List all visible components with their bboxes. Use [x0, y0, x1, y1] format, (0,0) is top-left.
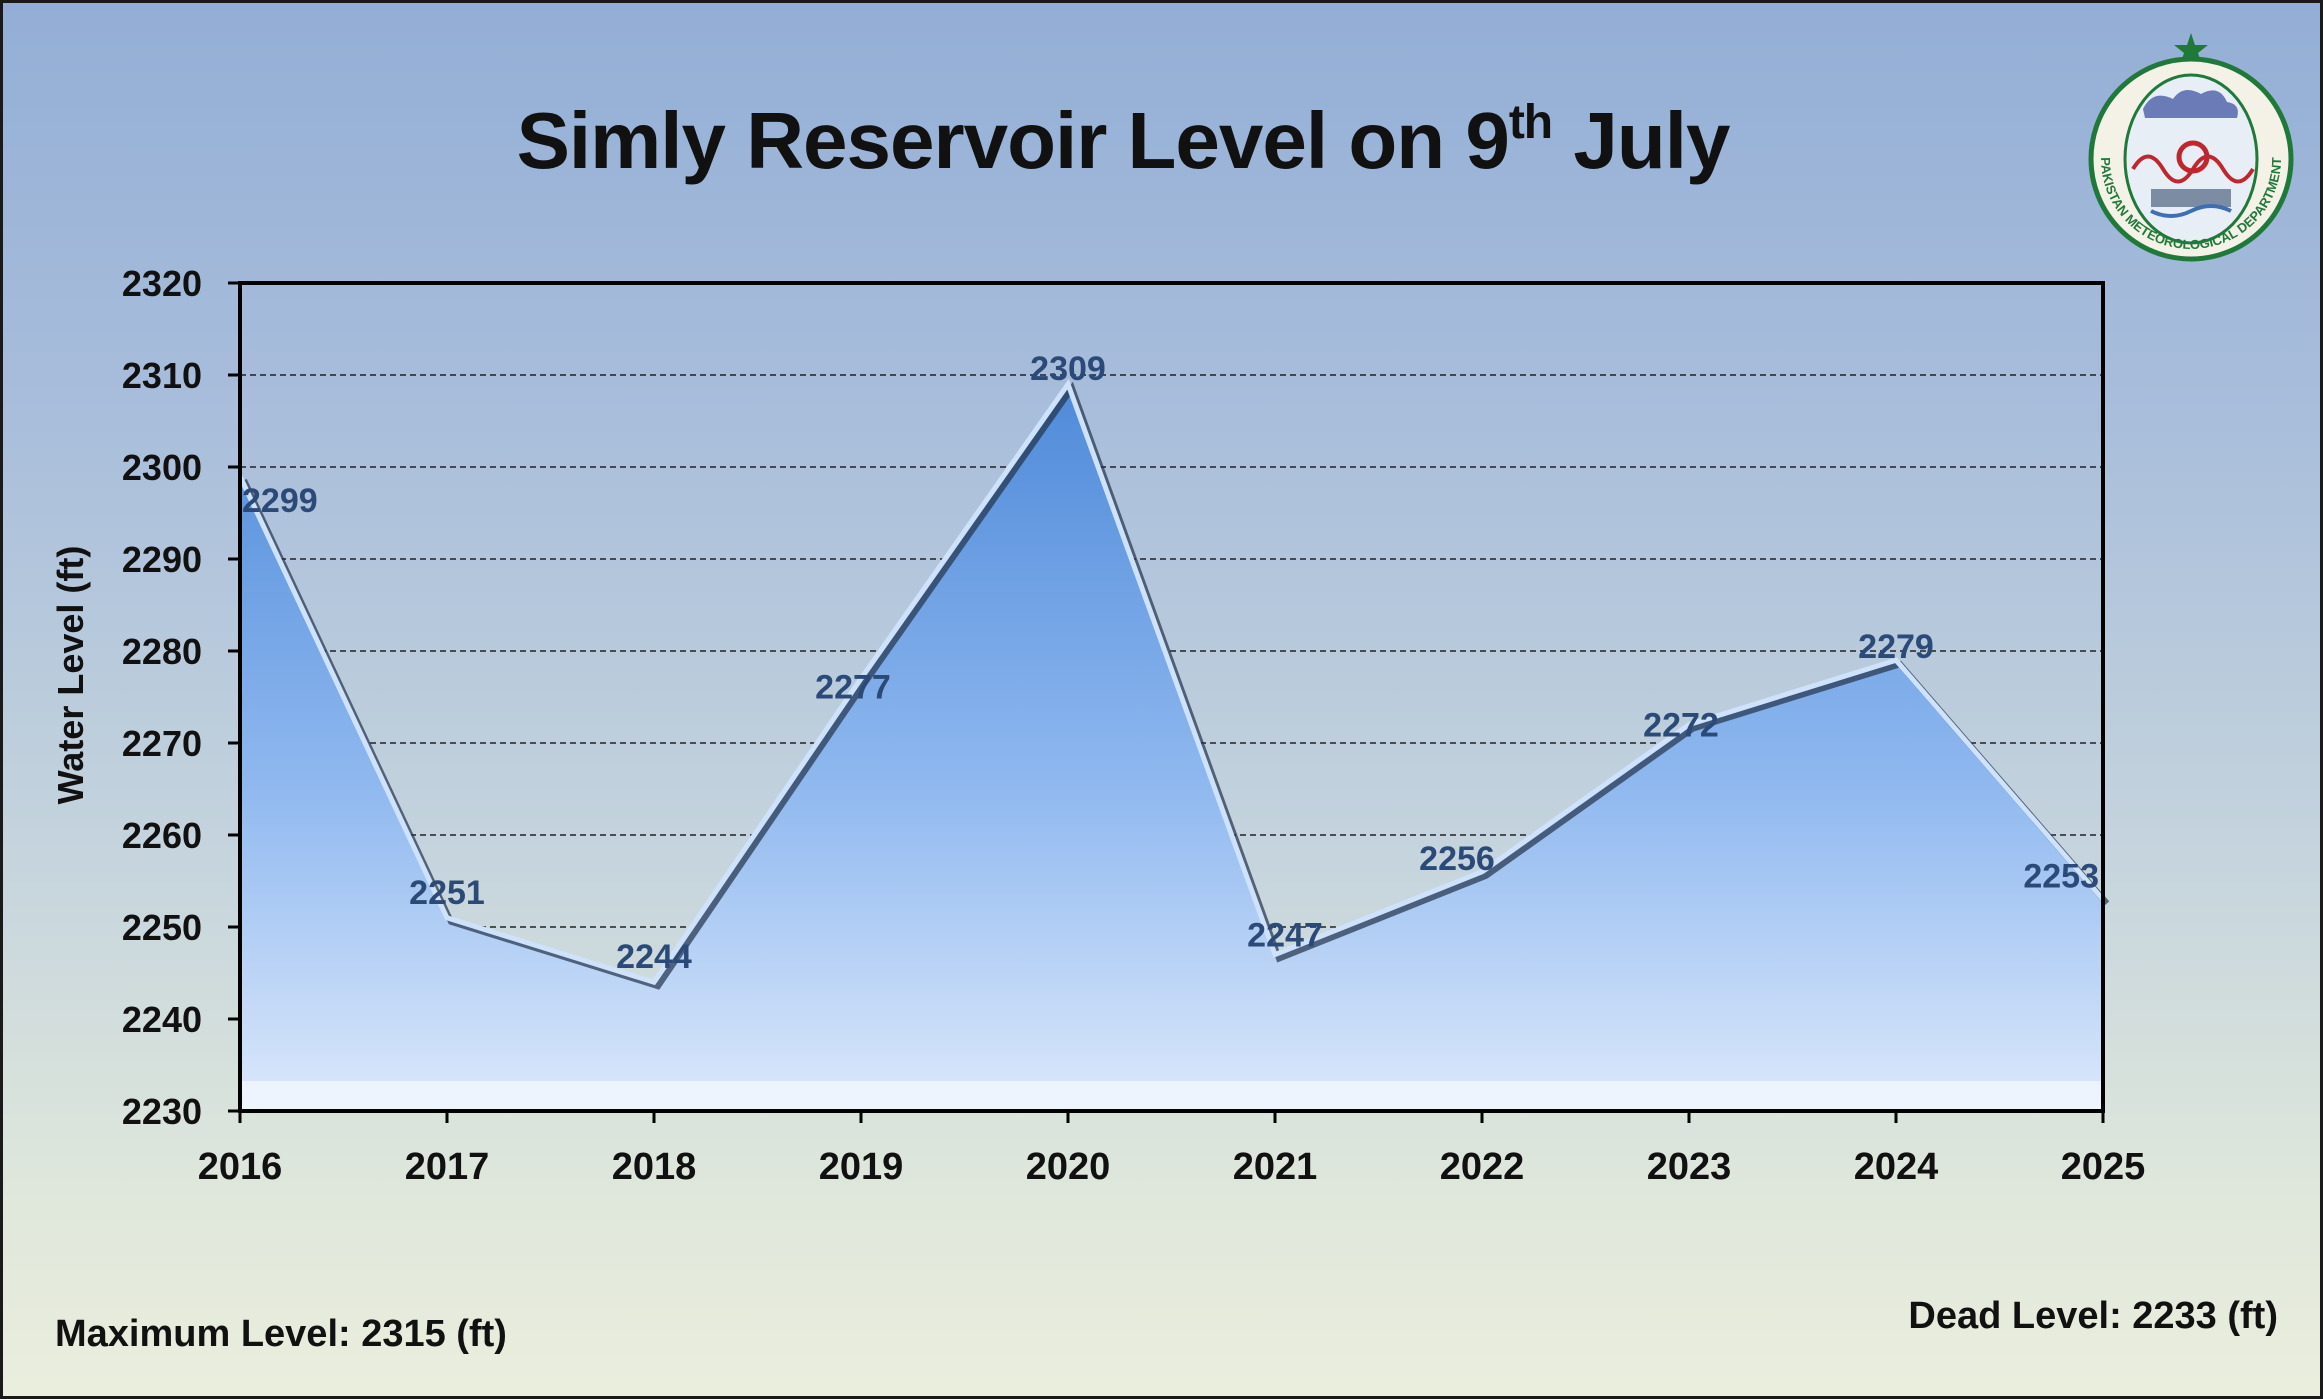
x-tick-label: 2025	[2061, 1146, 2146, 1188]
area-base-highlight	[240, 1081, 2103, 1111]
area-series	[237, 378, 2110, 1111]
area-fill	[240, 384, 2103, 1111]
data-label: 2251	[409, 874, 485, 912]
data-label: 2244	[616, 938, 692, 976]
plot-frame	[238, 281, 2105, 1113]
x-tick-label: 2017	[405, 1146, 490, 1188]
x-tick-label: 2019	[819, 1146, 904, 1188]
dead-level-note: Dead Level: 2233 (ft)	[1908, 1295, 2278, 1337]
data-label: 2247	[1247, 917, 1323, 955]
x-tick-label: 2018	[612, 1146, 697, 1188]
y-tick-label: 2230	[122, 1091, 202, 1132]
data-label: 2253	[2023, 857, 2099, 895]
series-line	[237, 378, 2105, 986]
data-label: 2272	[1643, 707, 1719, 745]
water-level-chart: 2230 2240 2250 2260 2270 2280 2290 2300 2310 2320…	[50, 263, 2145, 1188]
data-label: 2309	[1030, 350, 1106, 388]
data-label: 2299	[242, 482, 318, 520]
x-tick-label: 2024	[1854, 1146, 1939, 1188]
y-tick-label: 2320	[122, 263, 202, 304]
x-tick-label: 2016	[198, 1146, 283, 1188]
x-tick-label: 2022	[1440, 1146, 1525, 1188]
x-tick-label: 2021	[1233, 1146, 1318, 1188]
y-tick-label: 2280	[122, 631, 202, 672]
y-axis-label: Water Level (ft)	[50, 546, 91, 805]
y-tick-label: 2300	[122, 447, 202, 488]
y-tick-label: 2310	[122, 355, 202, 396]
data-label: 2256	[1419, 840, 1495, 878]
chart-title: Simly Reservoir Level on 9th July	[516, 96, 1731, 185]
pmd-emblem-icon: PAKISTAN METEOROLOGICAL DEPARTMENT	[2088, 33, 2294, 262]
data-labels: 2299 2251 2244 2277 2309 2247 2256 2272 2279 2253	[242, 350, 2099, 976]
axes: 2230 2240 2250 2260 2270 2280 2290 2300 2310 2320…	[122, 263, 2145, 1188]
data-label: 2277	[815, 669, 891, 707]
data-label: 2279	[1858, 628, 1934, 666]
x-tick-label: 2023	[1647, 1146, 1732, 1188]
y-tick-label: 2240	[122, 999, 202, 1040]
x-tick-label: 2020	[1026, 1146, 1111, 1188]
y-tick-label: 2270	[122, 723, 202, 764]
y-tick-label: 2290	[122, 539, 202, 580]
y-tick-label: 2250	[122, 907, 202, 948]
maximum-level-note: Maximum Level: 2315 (ft)	[55, 1313, 507, 1355]
y-tick-label: 2260	[122, 815, 202, 856]
